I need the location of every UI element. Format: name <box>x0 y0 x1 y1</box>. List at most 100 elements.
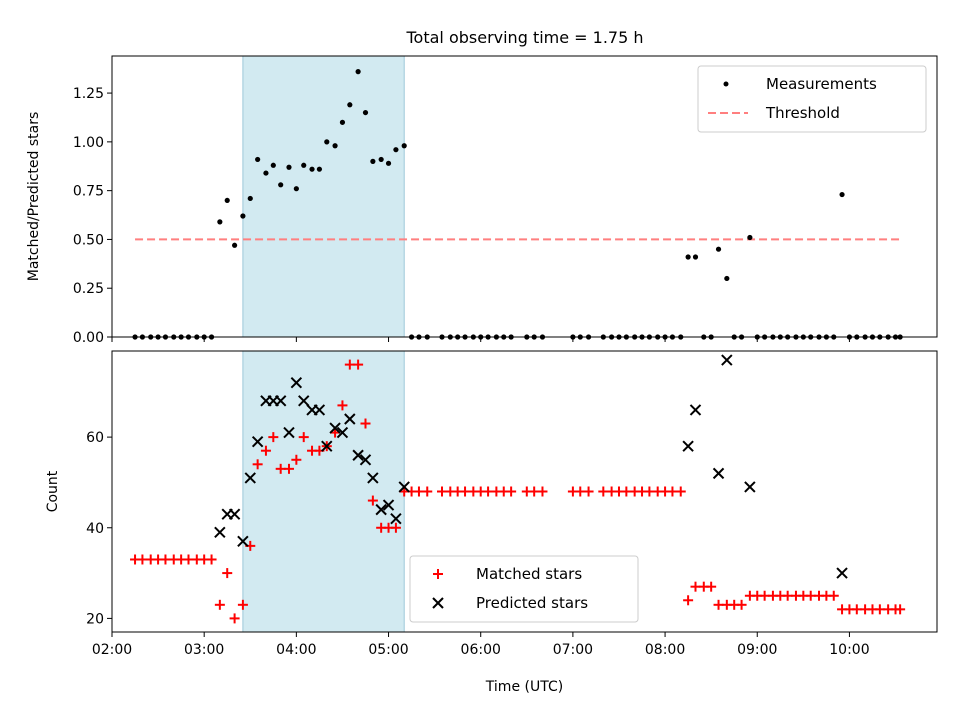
matched-star-point <box>422 486 433 497</box>
matched-star-point <box>268 432 279 443</box>
predicted-star-point <box>682 440 694 452</box>
measurement-point <box>270 162 276 168</box>
predicted-star-point <box>321 440 333 452</box>
predicted-star-point <box>283 426 295 439</box>
x-stroke <box>237 535 249 548</box>
predicted-star-point <box>398 481 410 493</box>
matched-star-point <box>675 486 686 497</box>
x-stroke <box>712 467 725 480</box>
matched-star-point <box>353 359 364 370</box>
x-stroke <box>251 435 264 448</box>
y-tick-label: 1.00 <box>73 135 104 151</box>
y-tick-label: 0.75 <box>73 184 104 200</box>
predicted-star-point <box>298 395 310 407</box>
y-tick-label: 0.50 <box>73 232 104 248</box>
x-stroke <box>744 481 756 493</box>
predicted-star-point <box>367 472 379 484</box>
x-stroke <box>375 503 387 516</box>
matched-star-point <box>237 599 248 610</box>
x-tick-label: 04:00 <box>276 642 316 658</box>
predicted-star-point <box>344 413 356 425</box>
ratio-legend: Measurements Threshold <box>697 65 927 133</box>
measurement-point <box>401 143 407 149</box>
x-stroke <box>298 395 310 407</box>
x-stroke <box>398 481 410 493</box>
matched-star-point <box>298 432 309 443</box>
measurement-point <box>224 197 230 204</box>
legend-predicted-label: Predicted stars <box>476 594 588 612</box>
ratio-y-axis-label: Matched/Predicted stars <box>26 112 42 282</box>
measurement-point <box>263 170 269 176</box>
figure-title: Total observing time = 1.75 h <box>405 28 643 47</box>
measurement-point <box>715 246 722 252</box>
predicted-star-point <box>744 481 756 493</box>
predicted-star-point <box>251 435 264 448</box>
x-tick-label: 02:00 <box>92 642 132 658</box>
predicted-star-point <box>290 377 303 389</box>
matched-star-point <box>222 568 233 579</box>
measurement-point <box>309 166 315 172</box>
ratio-legend-box <box>697 65 927 133</box>
observing-window-shade-bottom <box>242 350 405 633</box>
predicted-star-point <box>382 499 395 511</box>
matched-star-point <box>214 599 225 610</box>
matched-star-point <box>706 581 717 592</box>
matched-star-point <box>537 486 548 497</box>
measurement-point <box>692 254 699 260</box>
matched-star-point <box>252 459 263 470</box>
count-panel-frame <box>111 350 938 633</box>
matched-star-point <box>291 454 302 465</box>
matched-star-point <box>828 590 839 601</box>
count-legend-box <box>409 555 639 623</box>
x-stroke <box>432 597 444 609</box>
x-tick-label: 07:00 <box>553 642 593 658</box>
predicted-star-point <box>375 503 387 516</box>
time-x-axis-label: Time (UTC) <box>485 679 563 695</box>
count-points <box>130 354 906 624</box>
matched-star-point <box>895 604 906 615</box>
predicted-star-point <box>214 526 226 538</box>
predicted-star-point <box>274 395 287 407</box>
x-stroke <box>721 354 733 366</box>
y-tick-label: 1.25 <box>73 86 104 102</box>
x-stroke <box>336 426 349 439</box>
ratio-panel-frame <box>111 55 938 338</box>
count-y-axis-label: Count <box>45 470 61 512</box>
y-tick-label: 60 <box>86 430 104 446</box>
matched-star-point <box>583 486 594 497</box>
x-stroke <box>329 422 341 434</box>
x-stroke <box>682 440 694 452</box>
legend-plus <box>433 569 443 579</box>
predicted-star-point <box>712 467 725 480</box>
measurement-point <box>347 102 353 108</box>
matched-star-point <box>683 595 694 606</box>
predicted-star-point <box>836 567 848 579</box>
x-stroke <box>244 472 256 484</box>
legend-matched-label: Matched stars <box>476 565 582 583</box>
y-tick-label: 0.25 <box>73 281 104 297</box>
measurement-point <box>240 213 246 219</box>
matched-star-point <box>367 495 378 506</box>
x-stroke <box>836 567 848 579</box>
matched-star-point <box>390 522 401 533</box>
measurement-point <box>293 186 299 192</box>
measurement-point <box>370 158 376 164</box>
legend-measurements-label: Measurements <box>766 75 877 93</box>
predicted-star-point <box>313 404 326 416</box>
x-tick-label: 10:00 <box>829 642 869 658</box>
measurement-point <box>839 191 845 198</box>
predicted-star-point <box>390 512 402 525</box>
predicted-star-point <box>329 422 341 434</box>
y-tick-label: 0.00 <box>73 330 104 346</box>
predicted-star-point <box>237 535 249 548</box>
legend-measurements-marker <box>723 81 729 87</box>
x-stroke <box>359 454 372 466</box>
measurement-point <box>217 219 223 225</box>
measurement-point <box>724 275 730 282</box>
count-panel: 20 40 60 02:00 03:00 04:00 05:00 06:00 07:00 08:0… <box>45 350 938 695</box>
ratio-axis-ticks: 0.00 0.25 0.50 0.75 1.00 1.25 <box>73 86 850 346</box>
measurement-point <box>393 147 399 153</box>
x-tick-label: 05:00 <box>368 642 408 658</box>
x-stroke <box>274 395 287 407</box>
x-stroke <box>313 404 326 416</box>
